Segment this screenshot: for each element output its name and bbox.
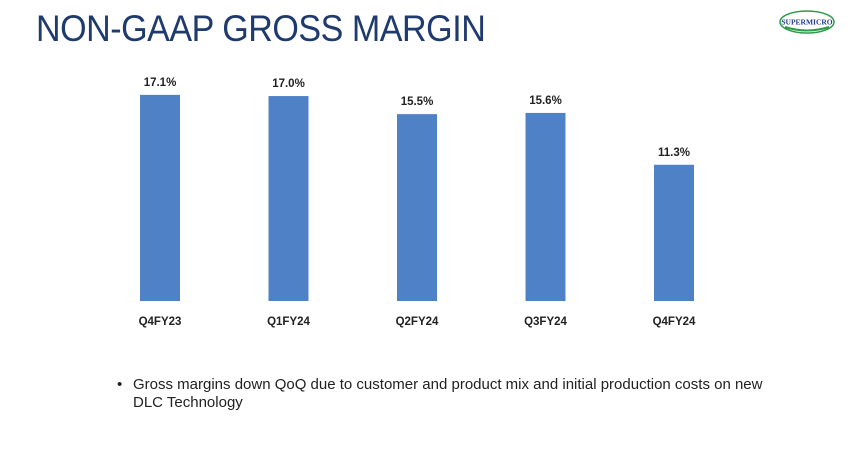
- category-label-q4fy23: Q4FY23: [139, 316, 182, 328]
- supermicro-logo: SUPERMICRO: [779, 10, 835, 34]
- category-label-q2fy24: Q2FY24: [396, 316, 439, 328]
- bar-q4fy23: [140, 94, 180, 301]
- bar-q4fy24: [654, 164, 694, 301]
- data-label-q3fy24: 15.6%: [529, 95, 562, 107]
- bar-q2fy24: [397, 114, 437, 301]
- bar-q3fy24: [525, 112, 566, 301]
- supermicro-logo-graphic: SUPERMICRO: [779, 10, 835, 34]
- bar-q1fy24: [268, 96, 309, 301]
- category-label-q1fy24: Q1FY24: [267, 316, 310, 328]
- bullet-point: • Gross margins down QoQ due to customer…: [117, 376, 777, 412]
- data-label-q2fy24: 15.5%: [401, 96, 434, 108]
- bullet-symbol: •: [117, 376, 123, 393]
- svg-text:SUPERMICRO: SUPERMICRO: [781, 18, 832, 27]
- data-label-q4fy24: 11.3%: [658, 147, 690, 159]
- data-label-q1fy24: 17.0%: [272, 78, 305, 90]
- category-label-q4fy24: Q4FY24: [653, 316, 696, 328]
- page-title: NON-GAAP GROSS MARGIN: [36, 8, 486, 49]
- category-label-q3fy24: Q3FY24: [524, 316, 567, 328]
- bullet-text: Gross margins down QoQ due to customer a…: [133, 376, 763, 411]
- data-label-q4fy23: 17.1%: [144, 77, 177, 89]
